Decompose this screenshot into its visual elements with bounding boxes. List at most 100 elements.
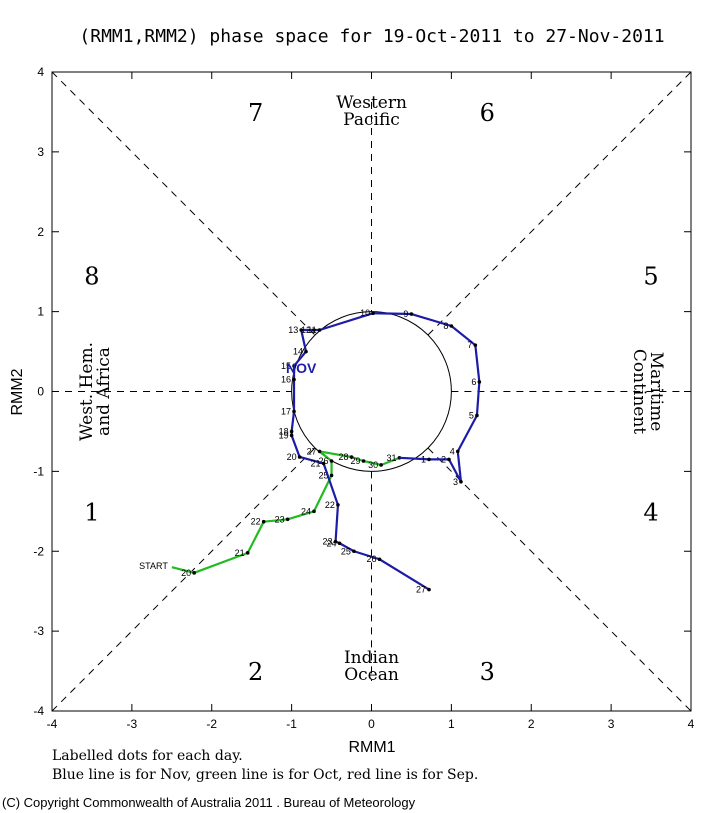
phase-number: 1 [84, 498, 99, 526]
day-label: 31 [386, 453, 396, 463]
day-dot [304, 349, 308, 354]
phase-guide-lines [51, 71, 692, 712]
unit-circle [291, 311, 452, 472]
day-label: 6 [471, 377, 476, 387]
day-label: 2 [441, 454, 446, 464]
day-dot [321, 461, 326, 466]
day-label: 21 [311, 458, 321, 468]
y-tick-label: -2 [33, 544, 44, 558]
day-label: 19 [279, 430, 289, 440]
day-dot [475, 413, 479, 418]
day-dot [329, 459, 334, 463]
day-dot [449, 324, 454, 328]
x-tick-label: -4 [47, 717, 58, 731]
diagonal-guide [427, 71, 692, 336]
x-tick-label: 4 [688, 717, 695, 731]
x-tick-label: 0 [368, 717, 375, 731]
phase-number: 5 [643, 263, 658, 291]
day-label: 23 [275, 514, 285, 524]
region-label: West. Hem. [77, 342, 97, 441]
region-label: Western [336, 93, 407, 113]
day-label: 1 [421, 454, 426, 464]
day-label: 3 [453, 477, 458, 487]
x-tick-label: 3 [608, 717, 615, 731]
day-dot [473, 343, 478, 347]
region-label: Pacific [343, 110, 400, 130]
day-label: 13 [288, 325, 298, 335]
day-label: 30 [368, 460, 378, 470]
day-label: 25 [341, 546, 351, 556]
day-dot [459, 479, 463, 484]
y-tick-label: 4 [37, 65, 44, 79]
day-label: 23 [323, 537, 333, 547]
y-tick-label: -3 [33, 624, 44, 638]
day-dot [477, 380, 482, 384]
x-tick-label: 1 [448, 717, 455, 731]
region-label: Ocean [344, 665, 399, 685]
day-label: 11 [307, 325, 316, 335]
day-label: 18 [279, 426, 289, 436]
day-dot [329, 473, 334, 478]
day-dot [336, 503, 340, 507]
day-label: 8 [443, 321, 448, 331]
day-dot [447, 457, 451, 462]
day-label: 22 [325, 500, 335, 510]
day-dot [245, 551, 250, 555]
day-label: 26 [319, 456, 329, 466]
rmm-phase-space-chart: (RMM1,RMM2) phase space for 19-Oct-2011 … [9, 26, 695, 756]
day-dot [292, 409, 296, 414]
day-dot [337, 541, 342, 546]
phase-number: 3 [480, 658, 495, 686]
day-dot [317, 449, 322, 454]
day-dot [289, 433, 294, 438]
region-label: Continent [629, 349, 649, 434]
y-axis-label: RMM2 [9, 368, 26, 415]
note-line-colors: Blue line is for Nov, green line is for … [52, 767, 479, 783]
day-label: 26 [366, 554, 376, 564]
region-label: Maritime [646, 352, 666, 432]
day-dot [192, 571, 196, 575]
day-dot [292, 377, 296, 382]
x-tick-label: -2 [206, 717, 217, 731]
day-dot [427, 587, 431, 592]
y-tick-label: -1 [33, 464, 44, 478]
x-axis-label: RMM1 [348, 739, 395, 756]
series-line-nov [290, 312, 481, 591]
phase-number: 4 [643, 498, 658, 526]
region-label: and Africa [94, 347, 114, 436]
diagonal-guide [51, 71, 316, 336]
day-label: 10 [360, 308, 370, 318]
x-tick-label: -3 [127, 717, 138, 731]
diagonal-guide [51, 447, 316, 712]
day-label: 17 [281, 406, 291, 416]
day-label: 21 [235, 548, 245, 558]
y-tick-label: 1 [37, 305, 44, 319]
day-dot [455, 449, 460, 454]
day-dot [379, 463, 383, 467]
day-dot [349, 455, 354, 459]
day-label: 20 [287, 452, 297, 462]
phase-number: 6 [480, 99, 495, 127]
region-label: Indian [344, 648, 399, 668]
day-dot [361, 459, 366, 463]
y-tick-label: 0 [37, 385, 44, 399]
copyright-text: (C) Copyright Commonwealth of Australia … [2, 795, 416, 810]
phase-number: 2 [248, 658, 263, 686]
day-dot [317, 328, 322, 332]
day-label: 27 [307, 446, 317, 456]
day-label: 15 [281, 361, 291, 371]
day-dot [352, 549, 356, 554]
day-label: 27 [416, 585, 426, 595]
day-label: 25 [319, 470, 329, 480]
day-dot [427, 457, 431, 462]
day-dot [409, 312, 414, 316]
day-label: 14 [293, 347, 303, 357]
chart-title: (RMM1,RMM2) phase space for 19-Oct-2011 … [79, 26, 664, 47]
y-tick-label: 3 [37, 145, 44, 159]
note-labelled-dots: Labelled dots for each day. [52, 748, 243, 764]
x-tick-label: -1 [286, 717, 297, 731]
y-tick-label: 2 [37, 225, 44, 239]
